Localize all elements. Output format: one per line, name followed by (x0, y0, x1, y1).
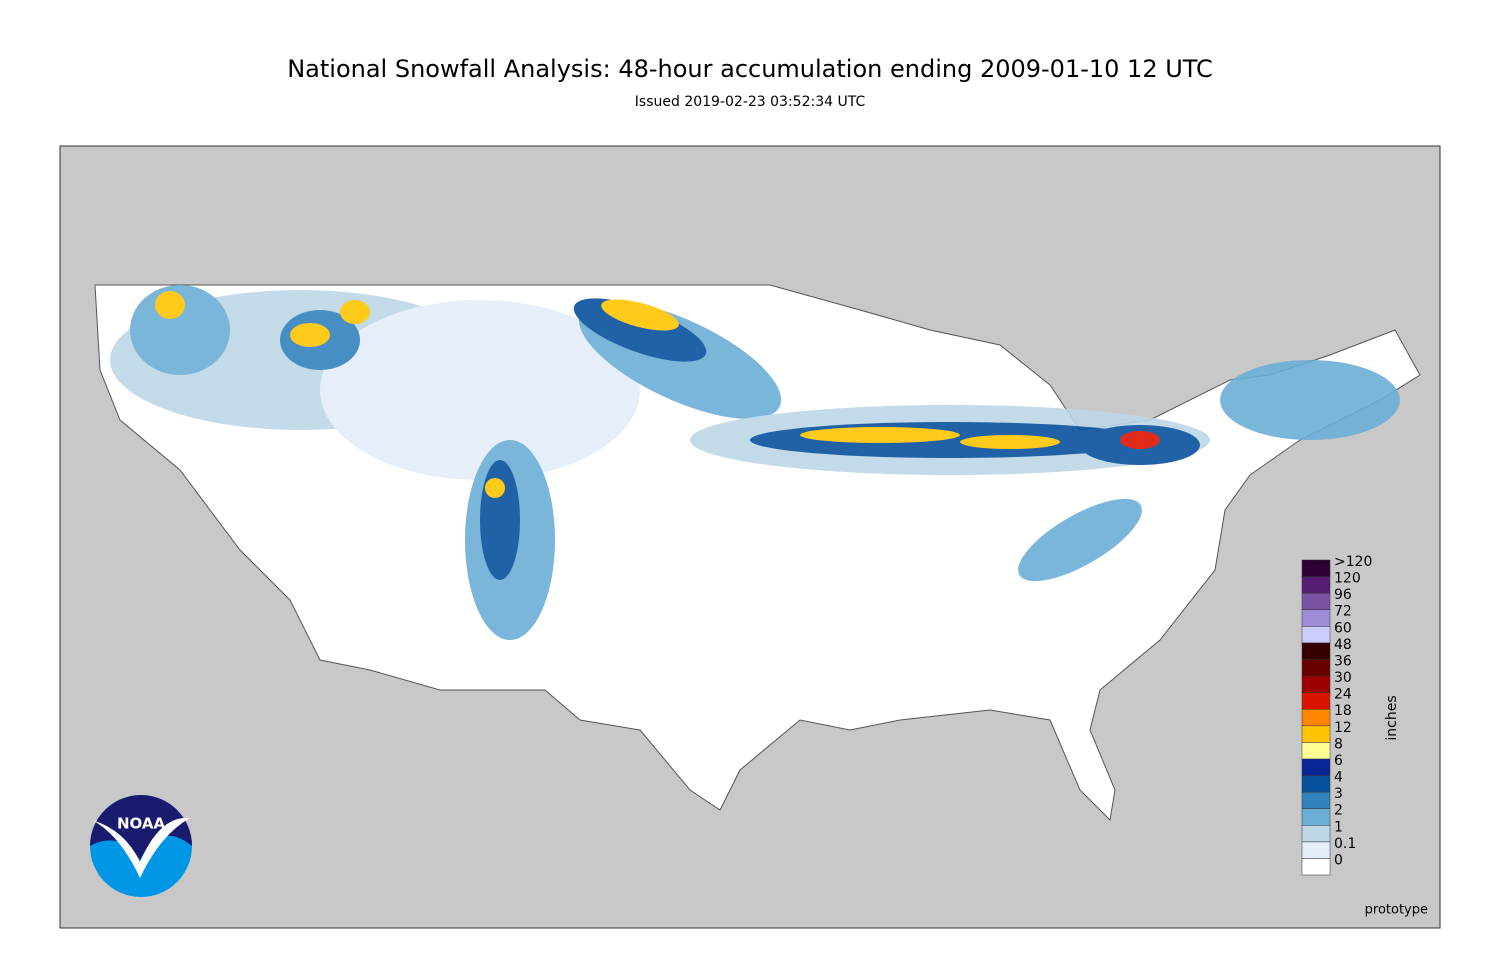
snow-field (110, 285, 1400, 640)
legend-label: 48 (1334, 637, 1352, 653)
legend-label: 72 (1334, 604, 1352, 620)
legend-swatch (1301, 725, 1331, 743)
legend-swatch (1301, 791, 1331, 809)
logo-wave (92, 817, 190, 878)
legend-label: 1 (1334, 819, 1343, 835)
subtitle: Issued 2019-02-23 03:52:34 UTC (635, 94, 866, 110)
legend-label: 96 (1334, 587, 1352, 603)
legend-label: 2 (1334, 803, 1343, 819)
legend-label: >120 (1334, 554, 1372, 570)
legend-swatch (1301, 692, 1331, 710)
legend-swatch (1301, 775, 1331, 793)
legend-swatch (1301, 659, 1331, 677)
legend-label: 6 (1334, 753, 1343, 769)
legend-swatch (1301, 609, 1331, 627)
legend-swatch (1301, 642, 1331, 660)
legend-label: 8 (1334, 736, 1343, 752)
logo-top (90, 795, 192, 860)
legend-swatch (1301, 708, 1331, 727)
legend-swatch (1301, 742, 1331, 760)
legend-swatch (1301, 758, 1331, 776)
legend-label: 18 (1334, 703, 1352, 719)
legend-swatch (1301, 559, 1331, 577)
legend-swatch (1301, 592, 1331, 610)
legend-label: 120 (1334, 571, 1361, 587)
legend-label: 4 (1334, 770, 1343, 786)
legend-label: 0.1 (1334, 836, 1356, 852)
legend-label: 3 (1334, 786, 1343, 802)
legend-swatch (1301, 858, 1331, 876)
legend-swatch (1301, 825, 1331, 843)
legend-label: 24 (1334, 687, 1352, 703)
title: National Snowfall Analysis: 48-hour accu… (287, 55, 1213, 83)
legend-swatch (1301, 626, 1331, 644)
noaa-logo: NOAA (90, 795, 192, 897)
legend-swatch (1301, 576, 1331, 594)
legend-label: 12 (1334, 720, 1352, 736)
prototype-note: prototype (1365, 903, 1428, 918)
legend-label: 60 (1334, 620, 1352, 636)
legend-swatch (1301, 675, 1331, 693)
legend-swatch (1301, 841, 1331, 859)
map (59, 145, 1441, 929)
legend-swatch (1301, 808, 1331, 826)
legend-title: inches (1384, 695, 1400, 740)
legend-label: 0 (1334, 852, 1343, 868)
legend-label: 30 (1334, 670, 1352, 686)
logo-text: NOAA (117, 815, 166, 833)
legend-label: 36 (1334, 653, 1352, 669)
